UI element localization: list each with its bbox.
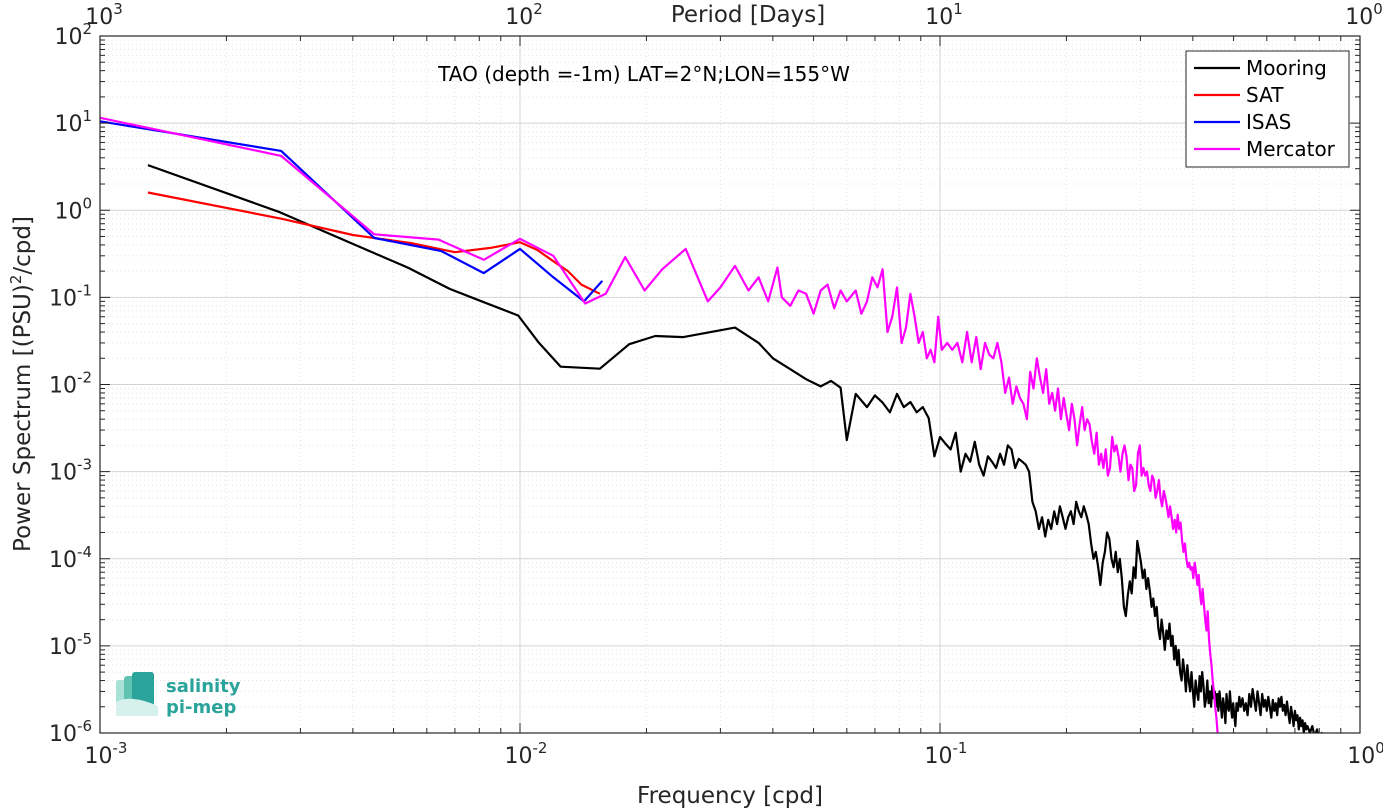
y-tick-label: 10-5 — [49, 630, 92, 660]
x-tick-label: 10-2 — [505, 739, 548, 769]
y-axis-label: Power Spectrum [(PSU)2/cpd] — [7, 216, 36, 552]
y-axis-label-unit: /cpd] — [10, 216, 36, 275]
legend-box — [1185, 50, 1350, 168]
y-tick-label: 10-2 — [49, 369, 92, 399]
x-top-tick-label: 100 — [1345, 0, 1383, 30]
tick-marks — [99, 35, 1361, 734]
legend-label-isas: ISAS — [1246, 110, 1291, 134]
y-tick-label: 10-3 — [49, 456, 92, 486]
x-axis-label: Frequency [cpd] — [637, 783, 823, 809]
logo-text-line2: pi-mep — [166, 697, 236, 718]
y-axis-label-main: Power Spectrum [(PSU) — [10, 284, 36, 552]
logo-text-line1: salinity — [166, 676, 241, 697]
legend-label-mooring: Mooring — [1246, 56, 1327, 80]
x-axis-top-label: Period [Days] — [671, 2, 825, 28]
legend-label-sat: SAT — [1246, 83, 1284, 107]
series-line-isas — [100, 120, 604, 303]
x-tick-label: 10-1 — [925, 739, 968, 769]
x-tick-label: 10-3 — [85, 739, 128, 769]
x-top-tick-label: 102 — [505, 0, 543, 30]
x-top-tick-label: 103 — [85, 0, 123, 30]
salinity-pi-mep-logo: salinity pi-mep — [116, 672, 241, 718]
series-line-sat — [147, 191, 601, 295]
series-layer — [100, 116, 1323, 733]
legend-label-mercator: Mercator — [1246, 137, 1336, 161]
y-tick-label: 10-1 — [49, 281, 92, 311]
legend: Mooring SAT ISAS Mercator — [1185, 50, 1350, 168]
series-line-mooring — [147, 164, 1323, 733]
series-line-mercator — [100, 116, 1219, 733]
chart-annotation: TAO (depth =-1m) LAT=2°N;LON=155°W — [437, 62, 850, 86]
y-tick-label: 10-6 — [49, 717, 92, 747]
y-tick-label: 102 — [54, 20, 92, 50]
y-tick-label: 101 — [54, 107, 92, 137]
y-tick-label: 100 — [54, 194, 92, 224]
logo-mark-icon — [116, 672, 158, 716]
x-top-tick-label: 101 — [925, 0, 963, 30]
legend-items: Mooring SAT ISAS Mercator — [1194, 56, 1336, 161]
y-tick-label: 10-4 — [49, 543, 92, 573]
y-axis-label-sup: 2 — [7, 275, 25, 285]
grid — [100, 36, 1360, 733]
x-tick-label: 100 — [1347, 739, 1383, 769]
